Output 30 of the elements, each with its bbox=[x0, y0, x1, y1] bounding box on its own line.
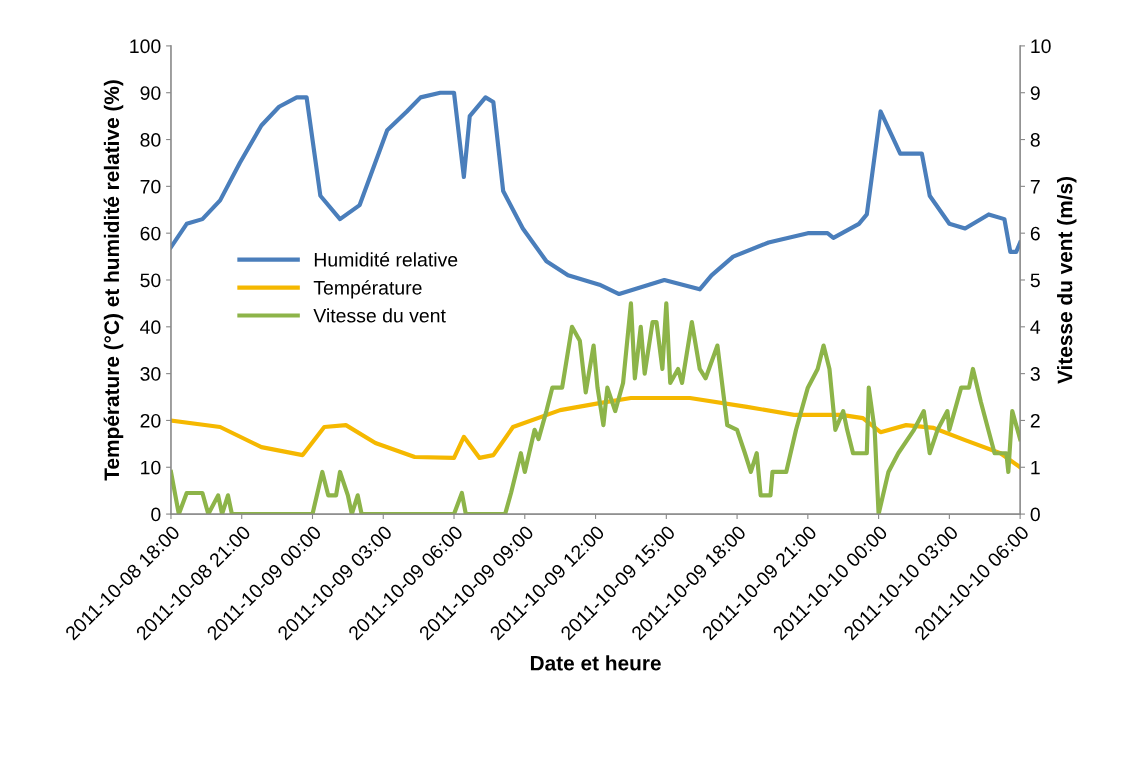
legend-label: Humidité relative bbox=[314, 252, 458, 267]
y2-tick-label: 4 bbox=[1030, 320, 1041, 334]
y2-tick-label: 3 bbox=[1030, 367, 1040, 381]
y2-tick-label: 8 bbox=[1030, 133, 1040, 147]
y-tick-label: 70 bbox=[140, 179, 161, 194]
y-tick-label: 60 bbox=[140, 226, 161, 241]
y-tick-label: 40 bbox=[140, 320, 161, 335]
y-tick-label: 20 bbox=[140, 413, 161, 428]
y-tick-label: 0 bbox=[151, 507, 161, 522]
y2-tick-label: 9 bbox=[1030, 86, 1040, 100]
legend-label: Température bbox=[313, 280, 422, 299]
y2-tick-label: 2 bbox=[1030, 413, 1040, 428]
line-series bbox=[170, 90, 1021, 297]
y-tick-label: 80 bbox=[140, 133, 161, 147]
y2-tick-label: 5 bbox=[1030, 273, 1040, 288]
legend-label: Vitesse du vent bbox=[313, 308, 446, 323]
y-tick-label: 90 bbox=[140, 86, 161, 100]
y2-tick-label: 6 bbox=[1030, 226, 1040, 241]
y2-tick-label: 10 bbox=[1031, 39, 1051, 54]
y2-tick-label: 7 bbox=[1030, 180, 1040, 194]
y2-axis-title: Vitesse du vent (m/s) bbox=[1057, 177, 1077, 384]
x-axis-title: Date et heure bbox=[530, 655, 661, 671]
y-tick-label: 30 bbox=[140, 367, 161, 381]
y2-tick-label: 0 bbox=[1030, 507, 1040, 522]
line-series bbox=[170, 395, 1021, 470]
y-tick-label: 100 bbox=[130, 39, 161, 54]
y-axis-title: Température (°C) et humidité relative (%) bbox=[103, 80, 124, 481]
y-tick-label: 50 bbox=[140, 273, 161, 288]
y2-tick-label: 1 bbox=[1031, 460, 1040, 475]
y-tick-label: 10 bbox=[141, 460, 161, 475]
